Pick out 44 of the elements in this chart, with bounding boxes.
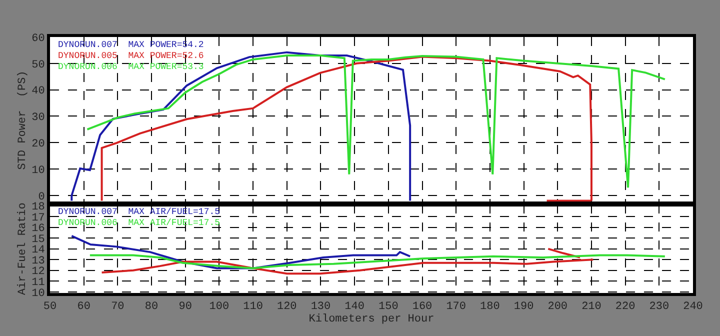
x-tick-label: 150 [378, 301, 398, 314]
x-axis-title: Kilometers per Hour [308, 313, 434, 326]
x-tick-label: 160 [412, 301, 432, 314]
x-tick-label: 230 [649, 301, 670, 314]
series-label: DYNORUN.006 MAX POWER=53.3 [58, 62, 204, 72]
y-tick-label: 15 [32, 234, 45, 246]
text: DYNORUN.007 MAX POWER=54.2 [58, 40, 204, 50]
text: DYNORUN.006 MAX AIR/FUEL=17.5 [58, 218, 220, 228]
x-tick-label: 110 [243, 301, 263, 314]
x-tick-label: 200 [548, 301, 568, 314]
y-tick-label: 50 [32, 59, 45, 72]
y-tick-label: 14 [32, 244, 46, 257]
text: DYNORUN.007 MAX AIR/FUEL=17.5 [58, 207, 220, 217]
x-tick-label: 70 [111, 301, 124, 314]
y-tick-label: 16 [32, 223, 45, 236]
y-tick-label: 12 [32, 266, 45, 278]
y-tick-label: 10 [32, 164, 45, 177]
x-tick-label: 170 [446, 301, 466, 314]
y-tick-label: 11 [32, 277, 46, 289]
x-tick-label: 210 [582, 301, 602, 314]
y-tick-label: 0 [38, 191, 45, 204]
y-axis-title: STD Power (PS) [17, 70, 30, 170]
y-tick-label: 10 [32, 288, 45, 300]
x-tick-label: 240 [683, 301, 703, 314]
x-tick-label: 50 [43, 301, 57, 314]
text: DYNORUN.005 MAX POWER=52.6 [58, 51, 204, 61]
x-tick-label: 80 [144, 301, 158, 314]
y-tick-label: 18 [32, 202, 45, 214]
x-tick-label: 100 [209, 301, 230, 314]
y-tick-label: 20 [32, 138, 45, 150]
x-tick-label: 220 [615, 301, 636, 314]
x-tick-label: 180 [480, 301, 500, 314]
x-tick-label: 120 [276, 301, 297, 314]
x-tick-label: 190 [514, 301, 534, 314]
y-tick-label: 40 [32, 86, 45, 98]
x-tick-label: 90 [178, 301, 192, 314]
x-tick-label: 60 [77, 301, 90, 314]
y-tick-label: 30 [32, 112, 45, 124]
y-tick-label: 60 [32, 32, 45, 45]
x-tick-label: 130 [310, 301, 331, 314]
x-tick-label: 140 [344, 301, 364, 314]
y-tick-label: 13 [32, 255, 45, 268]
y-axis-title: Air-Fuel Ratio [17, 202, 30, 296]
y-tick-label: 17 [32, 212, 45, 224]
